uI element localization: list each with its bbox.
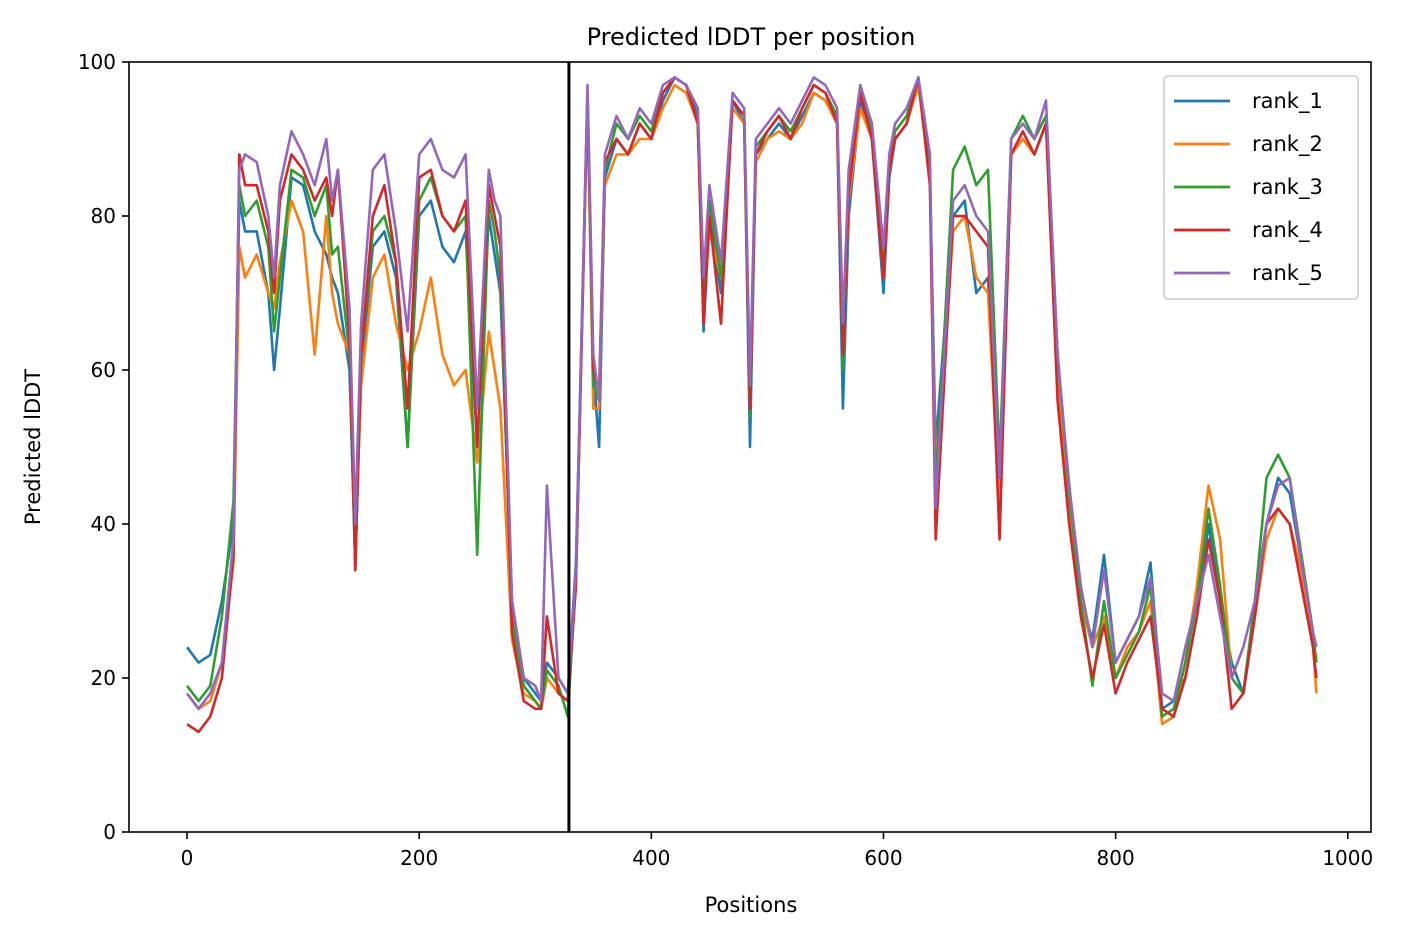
series-layer [185, 76, 1318, 734]
x-tick-label: 200 [400, 846, 438, 870]
y-axis-title: Predicted lDDT [21, 369, 45, 525]
y-tick-label: 80 [91, 204, 116, 228]
x-axis-ticks: 0 200 400 600 800 1000 [181, 832, 1373, 870]
legend: rank_1 rank_2 rank_3 rank_4 rank_5 [1163, 75, 1359, 300]
legend-label-rank_4: rank_4 [1252, 218, 1323, 243]
plot-frame [128, 61, 1372, 833]
x-axis-title: Positions [705, 893, 798, 917]
y-tick-label: 60 [91, 358, 116, 382]
chart-title: Predicted lDDT per position [587, 23, 916, 51]
x-tick-label: 0 [181, 846, 194, 870]
legend-label-rank_5: rank_5 [1252, 261, 1323, 286]
y-tick-label: 40 [91, 512, 116, 536]
y-axis-ticks: 0 20 40 60 80 100 [78, 50, 129, 844]
legend-label-rank_2: rank_2 [1252, 132, 1323, 157]
legend-box [1163, 75, 1359, 300]
x-tick-label: 800 [1097, 846, 1135, 870]
series-line-rank_5 [185, 76, 1318, 711]
y-tick-label: 100 [78, 50, 116, 74]
x-tick-label: 400 [632, 846, 670, 870]
y-tick-label: 20 [91, 666, 116, 690]
x-tick-label: 1000 [1322, 846, 1373, 870]
y-tick-label: 0 [103, 820, 116, 844]
x-tick-label: 600 [864, 846, 902, 870]
legend-label-rank_3: rank_3 [1252, 175, 1323, 200]
legend-label-rank_1: rank_1 [1252, 89, 1323, 114]
